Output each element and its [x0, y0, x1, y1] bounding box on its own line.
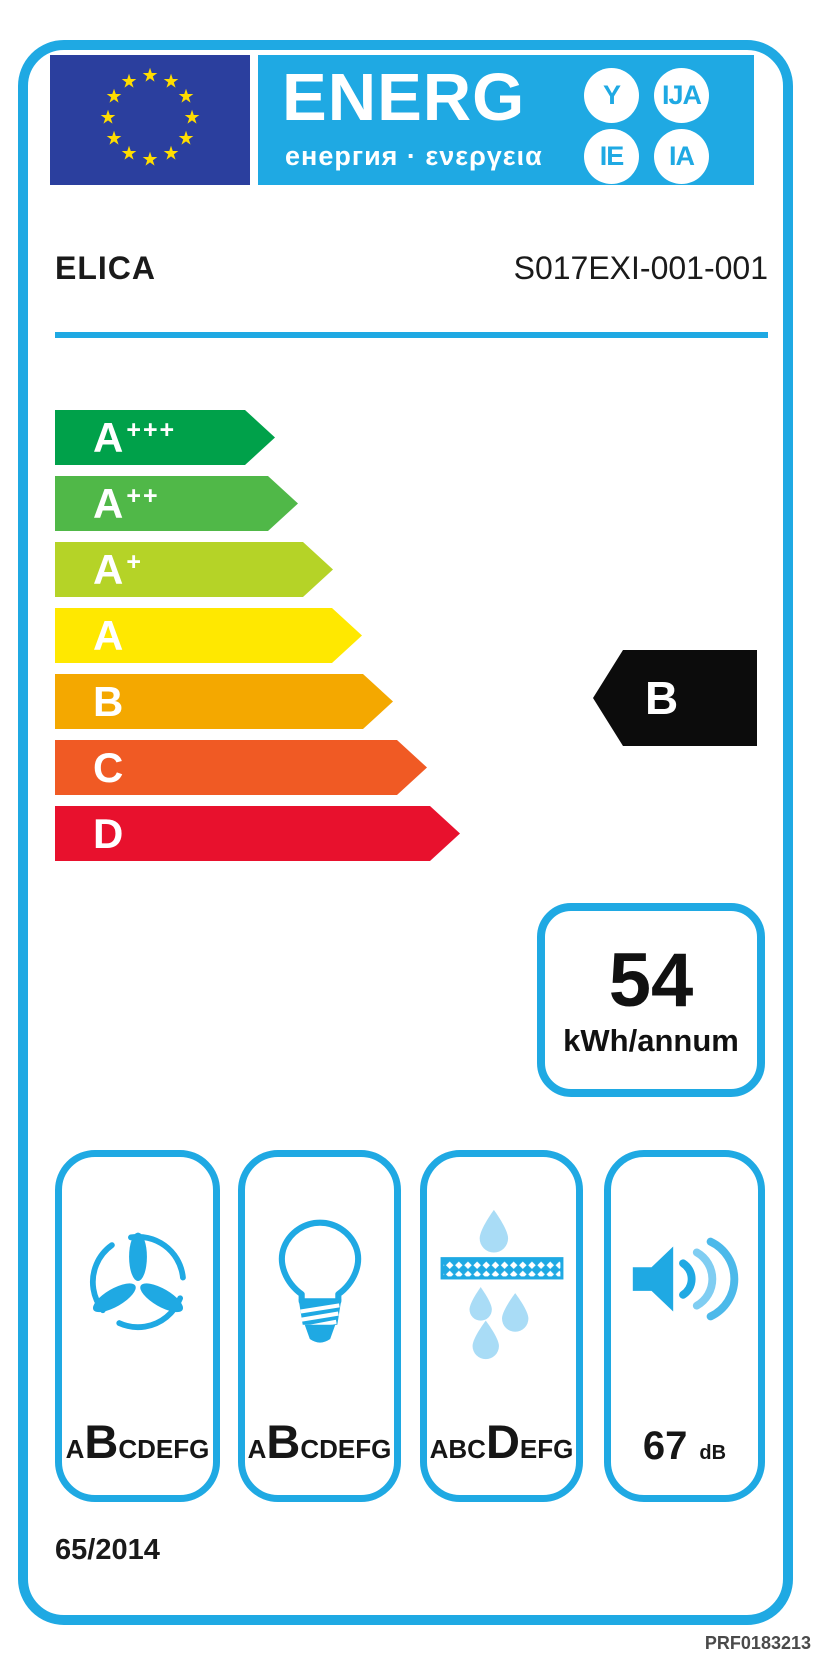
flag-star: ★ [105, 86, 123, 108]
selected-class-arrow: B [593, 650, 757, 746]
rating-post: CDEFG [300, 1434, 392, 1464]
energy-class-arrow-a2plus: A ++ [55, 476, 298, 531]
flag-star: ★ [177, 86, 195, 108]
arrow-plus: + [126, 548, 143, 576]
grease-class-rating: ABCDEFG [427, 1414, 576, 1469]
noise-rating: 67 dB [611, 1424, 758, 1469]
rating-grade: D [485, 1415, 520, 1468]
rating-pre: A [65, 1434, 85, 1464]
arrow-grade: B [93, 678, 124, 725]
energy-consumption-unit: kWh/annum [563, 1023, 739, 1058]
metric-box-fluid-dynamic: ABCDEFG [55, 1150, 220, 1502]
fan-class-rating: ABCDEFG [62, 1414, 213, 1469]
fan-icon [75, 1157, 201, 1407]
flag-star: ★ [141, 149, 159, 171]
model-number: S017EXI-001-001 [513, 250, 768, 286]
flag-star: ★ [120, 71, 138, 93]
speaker-icon [621, 1157, 749, 1407]
language-ending-badge: IA [654, 129, 709, 184]
flag-star: ★ [99, 107, 117, 129]
header-divider [55, 332, 768, 338]
arrow-grade: A [93, 546, 124, 593]
noise-unit: dB [699, 1442, 727, 1464]
language-ending-badge: IJA [654, 68, 709, 123]
energy-class-arrow-d: D [55, 806, 460, 861]
energy-class-arrow-a3plus: A +++ [55, 410, 275, 465]
rating-pre: ABC [429, 1434, 486, 1464]
filter-icon [436, 1157, 568, 1407]
language-ending-badge: IE [584, 129, 639, 184]
flag-star: ★ [177, 128, 195, 150]
bulb-icon [264, 1157, 376, 1407]
metric-box-lighting: ABCDEFG [238, 1150, 401, 1502]
selected-class-letter: B [645, 672, 679, 724]
arrow-plus: +++ [126, 416, 177, 444]
energ-logo: ENERG енергия · ενεργεια Y IJA IE IA [258, 55, 754, 185]
brand-name: ELICA [55, 250, 156, 286]
energy-class-arrow-c: C [55, 740, 427, 795]
rating-grade: B [266, 1415, 301, 1468]
arrow-grade: C [93, 744, 124, 791]
lighting-class-rating: ABCDEFG [245, 1414, 394, 1469]
arrow-grade: A [93, 612, 124, 659]
arrow-grade: A [93, 480, 124, 527]
label-border [18, 40, 793, 1625]
arrow-grade: A [93, 414, 124, 461]
noise-value: 67 [642, 1424, 688, 1468]
flag-star: ★ [141, 65, 159, 87]
energ-word: ENERG [282, 60, 526, 135]
arrow-plus: ++ [126, 482, 160, 510]
arrow-grade: D [93, 810, 124, 857]
energ-languages: енергия · ενεργεια [285, 141, 543, 171]
rating-pre: A [247, 1434, 267, 1464]
flag-star: ★ [183, 107, 201, 129]
rating-post: EFG [519, 1434, 574, 1464]
metric-box-grease-filtering: ABCDEFG [420, 1150, 583, 1502]
language-ending-badge: Y [584, 68, 639, 123]
regulation-number: 65/2014 [55, 1534, 160, 1566]
flag-star: ★ [162, 143, 180, 165]
rating-post: CDEFG [118, 1434, 210, 1464]
flag-star: ★ [120, 143, 138, 165]
energy-class-arrow-a: A [55, 608, 362, 663]
eu-flag-icon: ★ ★ ★ ★ ★ ★ ★ ★ ★ ★ ★ ★ [50, 55, 250, 185]
metric-box-noise: 67 dB [604, 1150, 765, 1502]
energy-class-arrow-b: B [55, 674, 393, 729]
rating-grade: B [84, 1415, 119, 1468]
energy-consumption-box: 54 kWh/annum [537, 903, 765, 1097]
reference-code: PRF0183213 [704, 1633, 811, 1653]
flag-star: ★ [105, 128, 123, 150]
flag-star: ★ [162, 71, 180, 93]
energy-class-arrow-a1plus: A + [55, 542, 333, 597]
energy-consumption-value: 54 [608, 938, 694, 1023]
